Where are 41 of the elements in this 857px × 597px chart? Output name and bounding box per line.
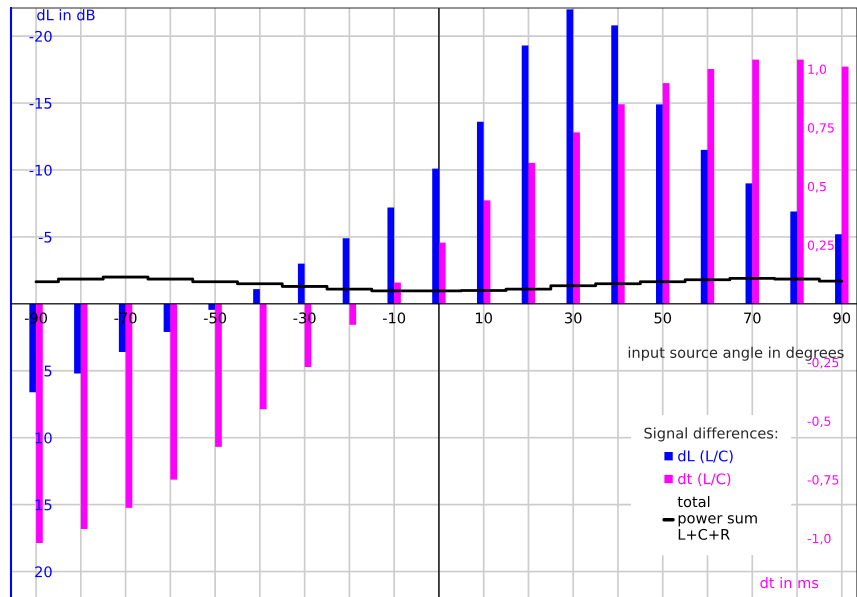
legend-label: dt (L/C) [678,473,730,486]
x-tick-label: 70 [744,312,761,324]
x-tick-label: -70 [114,312,137,324]
bar [797,60,804,304]
x-tick-label: -90 [24,312,48,324]
y2-tick-label: 0,75 [808,123,834,134]
bar [842,66,848,304]
bar [260,304,267,410]
y2-tick-label: -1,0 [808,534,831,545]
y-tick-label: -10 [30,164,52,176]
x-tick-label: 90 [833,312,850,324]
bar [74,304,81,374]
y-tick-label: -5 [38,232,52,243]
legend-label: total power sum L+C+R [678,496,757,540]
bar [752,60,759,304]
y-axis-title: dL in dB [37,9,95,20]
bar [387,207,394,304]
legend-title: Signal differences: [644,427,778,442]
bar [342,238,350,304]
bar [835,234,842,304]
bar [80,304,88,529]
x-tick-label: 30 [565,312,582,324]
y-tick-label: -20 [30,30,52,42]
bar [253,289,260,304]
x-tick-label: -10 [382,312,406,324]
bar [432,168,439,304]
bar [349,304,356,325]
y-tick-label: 5 [44,366,52,377]
x-tick-label: 10 [476,312,492,324]
y2-tick-label: 0,25 [808,240,834,252]
bar [164,304,170,332]
y2-tick-label: 1,0 [808,64,826,76]
y2-tick-label: -0,5 [808,416,830,428]
y2-tick-label: 0,5 [808,182,826,193]
bar [170,304,178,480]
y-tick-label: 20 [35,566,52,578]
legend-label: dL (L/C) [678,450,733,464]
y2-tick-label: -0,75 [808,475,838,486]
x-tick-label: 50 [654,312,672,324]
y-tick-label: -15 [30,98,52,109]
y2-axis-title: dt in ms [760,576,818,588]
